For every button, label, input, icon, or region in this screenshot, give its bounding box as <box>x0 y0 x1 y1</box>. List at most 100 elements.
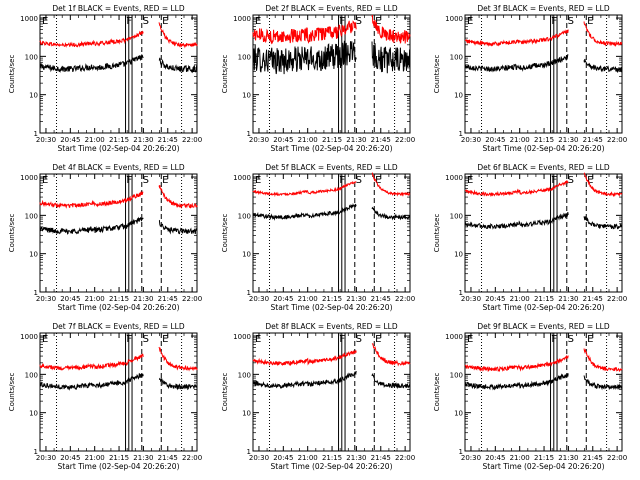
plot-frame <box>252 332 411 452</box>
x-tick-label: 21:00 <box>298 454 318 462</box>
y-axis-label: Counts/sec <box>8 55 16 94</box>
x-tick-label: 21:00 <box>510 454 530 462</box>
y-axis-label: Counts/sec <box>221 214 229 253</box>
y-tick-label: 1000 <box>20 333 38 341</box>
marker-letter: E <box>42 175 48 186</box>
y-tick-label: 1000 <box>20 174 38 182</box>
panel-det-4: Det 4f BLACK = Events, RED = LLD 1 10 100 10… <box>8 163 202 312</box>
events-series-line <box>371 372 411 390</box>
marker-letter: S <box>568 175 574 186</box>
lld-series-line <box>252 349 357 367</box>
y-tick-label: 100 <box>25 371 38 379</box>
events-series-line <box>583 375 623 391</box>
lld-series-line <box>464 354 569 373</box>
x-tick-label: 21:00 <box>85 454 105 462</box>
marker-letter: E <box>467 175 473 186</box>
x-tick-label: 21:45 <box>583 136 603 144</box>
x-tick-label: 22:00 <box>182 454 202 462</box>
y-tick-label: 10 <box>454 251 463 259</box>
plot-frame <box>39 173 198 293</box>
lld-series-line <box>371 172 411 197</box>
x-tick-label: 22:00 <box>607 295 627 303</box>
y-tick-label: 100 <box>450 53 463 61</box>
y-tick-label: 100 <box>450 212 463 220</box>
marker-letter: E <box>375 175 381 186</box>
y-tick-label: 1 <box>459 448 463 456</box>
y-tick-label: 100 <box>238 371 251 379</box>
x-axis-label: Start Time (02-Sep-04 20:26:20) <box>271 144 393 153</box>
marker-letter: S <box>356 334 362 345</box>
y-tick-label: 100 <box>238 53 251 61</box>
x-tick-label: 21:45 <box>371 454 391 462</box>
marker-letter: F <box>339 16 345 27</box>
marker-letter: F <box>126 334 132 345</box>
x-axis-label: Start Time (02-Sep-04 20:26:20) <box>483 144 605 153</box>
x-axis-label: Start Time (02-Sep-04 20:26:20) <box>271 462 393 471</box>
x-tick-label: 21:15 <box>534 295 554 303</box>
plot-frame <box>252 14 411 134</box>
lld-series-line <box>464 29 569 47</box>
x-tick-label: 21:30 <box>346 136 366 144</box>
x-tick-label: 20:45 <box>60 295 80 303</box>
x-tick-label: 21:00 <box>510 295 530 303</box>
plot-frame <box>39 14 198 134</box>
x-tick-label: 21:15 <box>322 454 342 462</box>
marker-letter: S <box>568 16 574 27</box>
x-tick-label: 21:00 <box>298 136 318 144</box>
x-tick-label: 22:00 <box>607 136 627 144</box>
panel-det-6: Det 6f BLACK = Events, RED = LLD 1 10 100 10… <box>433 163 627 312</box>
x-tick-label: 20:30 <box>249 295 269 303</box>
marker-letter: S <box>356 175 362 186</box>
plot-frame <box>39 332 198 452</box>
x-tick-label: 22:00 <box>182 136 202 144</box>
marker-letter: S <box>143 175 149 186</box>
lld-series-line <box>158 22 198 49</box>
y-tick-label: 10 <box>242 251 251 259</box>
x-tick-label: 21:00 <box>298 295 318 303</box>
x-tick-label: 20:30 <box>461 136 481 144</box>
x-tick-label: 21:45 <box>583 454 603 462</box>
y-tick-label: 1 <box>247 289 251 297</box>
y-tick-label: 10 <box>454 410 463 418</box>
y-axis-label: Counts/sec <box>433 214 441 253</box>
y-tick-label: 10 <box>454 92 463 100</box>
y-tick-label: 100 <box>25 212 38 220</box>
events-series-line <box>464 212 569 230</box>
plot-frame <box>464 173 623 293</box>
y-tick-label: 1 <box>459 289 463 297</box>
plot-frame <box>252 173 411 293</box>
marker-letter: E <box>255 175 261 186</box>
marker-letter: S <box>143 334 149 345</box>
y-tick-label: 100 <box>25 53 38 61</box>
x-tick-label: 21:30 <box>346 295 366 303</box>
x-tick-label: 20:30 <box>36 295 56 303</box>
marker-letter: E <box>42 334 48 345</box>
y-axis-label: Counts/sec <box>433 55 441 94</box>
x-tick-label: 22:00 <box>395 136 415 144</box>
y-tick-label: 10 <box>29 410 38 418</box>
lld-series-line <box>252 180 357 198</box>
events-series-line <box>464 373 569 391</box>
y-tick-label: 1000 <box>445 174 463 182</box>
lld-series-line <box>39 353 144 371</box>
marker-letter: E <box>467 334 473 345</box>
x-tick-label: 21:15 <box>109 136 129 144</box>
y-axis-label: Counts/sec <box>221 55 229 94</box>
x-tick-label: 22:00 <box>607 454 627 462</box>
x-tick-label: 20:30 <box>36 136 56 144</box>
lld-series-line <box>158 184 198 210</box>
x-tick-label: 20:45 <box>60 136 80 144</box>
events-series-line <box>371 41 411 74</box>
y-tick-label: 10 <box>29 92 38 100</box>
events-series-line <box>371 206 411 221</box>
y-axis-label: Counts/sec <box>8 373 16 412</box>
x-tick-label: 21:45 <box>583 295 603 303</box>
x-tick-label: 21:45 <box>158 136 178 144</box>
x-tick-label: 22:00 <box>395 454 415 462</box>
x-tick-label: 21:45 <box>371 136 391 144</box>
lld-series-line <box>39 30 144 48</box>
plot-frame <box>464 332 623 452</box>
x-tick-label: 20:30 <box>461 295 481 303</box>
y-tick-label: 1000 <box>233 333 251 341</box>
